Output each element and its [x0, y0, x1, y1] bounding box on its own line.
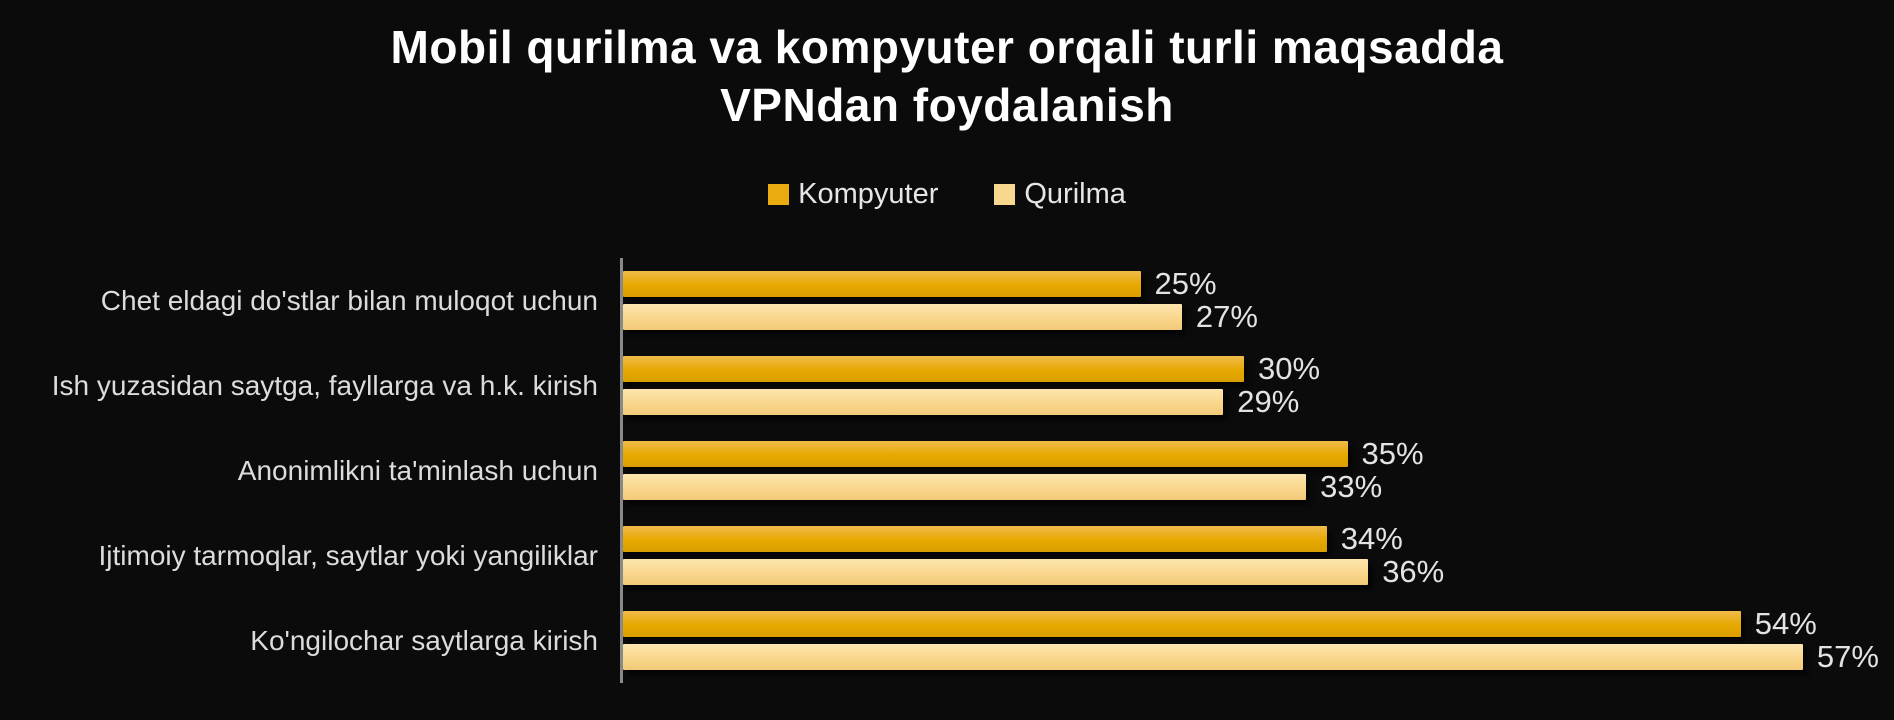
row-bars: 30% 29%	[623, 351, 1865, 422]
qurilma-bar	[623, 304, 1182, 330]
value-label: 57%	[1816, 639, 1879, 674]
legend-swatch	[768, 183, 790, 205]
bar-line: 29%	[623, 384, 1865, 419]
row-bars: 35% 33%	[623, 436, 1865, 507]
category-label: Chet eldagi do'stlar bilan muloqot uchun	[100, 284, 598, 316]
chart-row: Ko'ngilochar saytlarga kirish 54% 57%	[0, 598, 1894, 683]
kompyuter-bar	[623, 441, 1348, 467]
chart-title-line-1: Mobil qurilma va kompyuter orqali turli …	[390, 21, 1504, 73]
y-axis-line	[620, 258, 623, 683]
kompyuter-bar	[623, 271, 1141, 297]
value-label: 33%	[1320, 469, 1383, 504]
value-label: 27%	[1195, 299, 1258, 334]
legend-item-kompyuter: Kompyuter	[768, 178, 938, 211]
category-label: Ko'ngilochar saytlarga kirish	[250, 624, 598, 656]
plot-area: Chet eldagi do'stlar bilan muloqot uchun…	[0, 258, 1894, 683]
bar-line: 34%	[623, 521, 1865, 556]
legend-label: Qurilma	[1024, 177, 1126, 210]
category-label: Anonimlikni ta'minlash uchun	[237, 454, 598, 486]
legend: Kompyuter Qurilma	[0, 178, 1894, 210]
kompyuter-bar	[623, 611, 1741, 637]
value-label: 29%	[1237, 384, 1300, 419]
value-label: 30%	[1258, 351, 1321, 386]
bar-line: 30%	[623, 351, 1865, 386]
value-label: 35%	[1361, 436, 1424, 471]
chart-title-line-2: VPNdan foydalanish	[720, 79, 1174, 131]
qurilma-bar	[623, 474, 1307, 500]
bar-line: 57%	[623, 639, 1879, 674]
value-label: 54%	[1754, 606, 1817, 641]
bar-line: 33%	[623, 469, 1865, 504]
bar-line: 54%	[623, 606, 1865, 641]
row-bars: 54% 57%	[623, 606, 1879, 677]
qurilma-bar	[623, 389, 1224, 415]
legend-swatch	[994, 183, 1016, 205]
qurilma-bar	[623, 644, 1803, 670]
legend-label: Kompyuter	[798, 177, 939, 210]
qurilma-bar	[623, 559, 1369, 585]
kompyuter-bar	[623, 356, 1244, 382]
value-label: 25%	[1154, 266, 1217, 301]
chart-row: Ish yuzasidan saytga, fayllarga va h.k. …	[0, 343, 1894, 428]
chart-row: Ijtimoiy tarmoqlar, saytlar yoki yangili…	[0, 513, 1894, 598]
chart-title: Mobil qurilma va kompyuter orqali turli …	[0, 18, 1894, 134]
bar-line: 25%	[623, 266, 1865, 301]
chart-row: Anonimlikni ta'minlash uchun 35% 33%	[0, 428, 1894, 513]
row-bars: 25% 27%	[623, 266, 1865, 337]
row-bars: 34% 36%	[623, 521, 1865, 592]
value-label: 36%	[1382, 554, 1445, 589]
kompyuter-bar	[623, 526, 1327, 552]
category-label: Ish yuzasidan saytga, fayllarga va h.k. …	[51, 369, 598, 401]
chart-row: Chet eldagi do'stlar bilan muloqot uchun…	[0, 258, 1894, 343]
bar-line: 36%	[623, 554, 1865, 589]
legend-item-qurilma: Qurilma	[994, 178, 1126, 211]
bar-line: 27%	[623, 299, 1865, 334]
value-label: 34%	[1340, 521, 1403, 556]
bar-line: 35%	[623, 436, 1865, 471]
category-label: Ijtimoiy tarmoqlar, saytlar yoki yangili…	[98, 539, 599, 571]
